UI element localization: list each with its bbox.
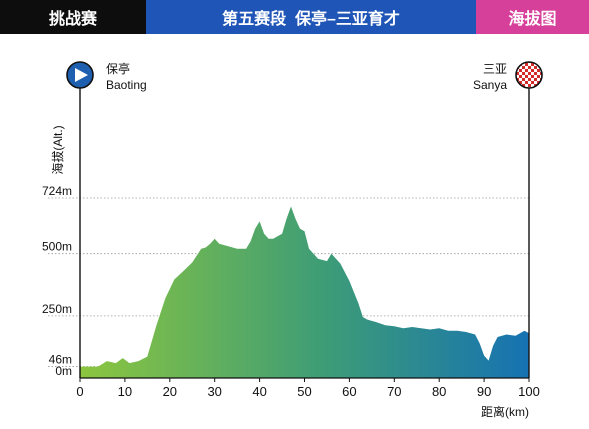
banner: 挑战赛 第五赛段 保亭–三亚育才 海拔图 xyxy=(0,0,589,34)
x-tick-label: 60 xyxy=(342,384,356,399)
start-name-en: Baoting xyxy=(106,78,147,92)
x-tick-label: 80 xyxy=(432,384,446,399)
challenge-tab: 挑战赛 xyxy=(0,0,146,34)
x-tick-label: 0 xyxy=(76,384,83,399)
y-tick-label: 0m xyxy=(55,364,72,378)
x-tick-label: 70 xyxy=(387,384,401,399)
elevation-tab: 海拔图 xyxy=(476,0,589,34)
finish-marker xyxy=(515,61,543,89)
stage-title: 第五赛段 保亭–三亚育才 xyxy=(146,0,476,34)
x-tick-label: 100 xyxy=(518,384,540,399)
x-tick-label: 40 xyxy=(252,384,266,399)
x-tick-label: 10 xyxy=(118,384,132,399)
start-name-cn: 保亭 xyxy=(106,61,130,76)
y-tick-label: 500m xyxy=(42,240,72,254)
x-axis-ticks: 0 10 20 30 40 50 60 70 80 90 100 xyxy=(76,378,540,399)
play-arrow-glyph xyxy=(75,68,88,82)
y-tick-label: 250m xyxy=(42,302,72,316)
y-axis-label: 海拔(Alt.) xyxy=(50,125,65,174)
start-marker xyxy=(66,61,94,89)
x-tick-label: 50 xyxy=(297,384,311,399)
finish-name-en: Sanya xyxy=(473,78,507,92)
checkered-flag-icon xyxy=(515,61,543,89)
elevation-area xyxy=(80,206,529,378)
x-tick-label: 30 xyxy=(207,384,221,399)
x-axis-label: 距离(km) xyxy=(481,404,529,419)
y-tick-label: 46m xyxy=(49,353,72,367)
y-tick-label: 724m xyxy=(42,184,72,198)
x-tick-label: 90 xyxy=(477,384,491,399)
x-tick-label: 20 xyxy=(163,384,177,399)
finish-name-cn: 三亚 xyxy=(483,62,507,76)
